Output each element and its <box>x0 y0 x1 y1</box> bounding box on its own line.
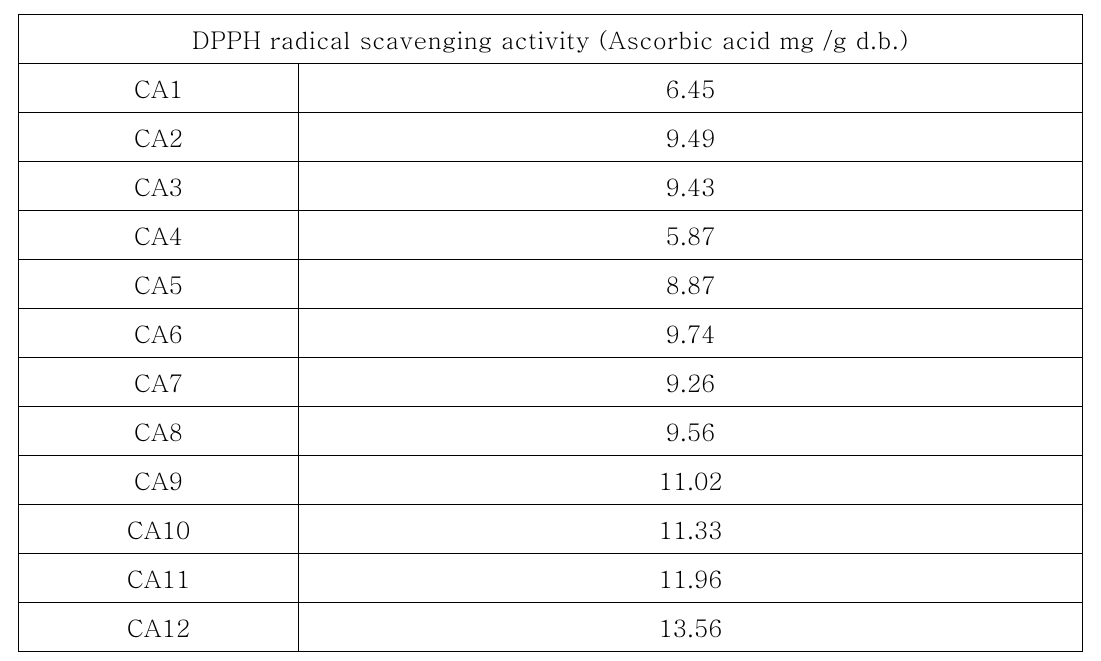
table-row: CA7 9.26 <box>19 358 1083 407</box>
table-row: CA11 11.96 <box>19 554 1083 603</box>
sample-label: CA11 <box>19 554 299 603</box>
sample-value: 9.74 <box>299 309 1083 358</box>
table-body: CA1 6.45 CA2 9.49 CA3 9.43 CA4 5.87 CA5 … <box>19 64 1083 652</box>
table-row: CA4 5.87 <box>19 211 1083 260</box>
sample-value: 11.96 <box>299 554 1083 603</box>
sample-label: CA3 <box>19 162 299 211</box>
sample-value: 11.02 <box>299 456 1083 505</box>
sample-label: CA7 <box>19 358 299 407</box>
dpph-activity-table: DPPH radical scavenging activity (Ascorb… <box>18 14 1083 652</box>
sample-label: CA2 <box>19 113 299 162</box>
sample-label: CA1 <box>19 64 299 113</box>
table-row: CA5 8.87 <box>19 260 1083 309</box>
sample-label: CA8 <box>19 407 299 456</box>
sample-value: 9.49 <box>299 113 1083 162</box>
table-header: DPPH radical scavenging activity (Ascorb… <box>19 15 1083 64</box>
sample-value: 8.87 <box>299 260 1083 309</box>
sample-label: CA6 <box>19 309 299 358</box>
sample-value: 13.56 <box>299 603 1083 652</box>
sample-value: 5.87 <box>299 211 1083 260</box>
table-row: CA8 9.56 <box>19 407 1083 456</box>
sample-label: CA9 <box>19 456 299 505</box>
sample-value: 6.45 <box>299 64 1083 113</box>
table-row: CA6 9.74 <box>19 309 1083 358</box>
table-row: CA3 9.43 <box>19 162 1083 211</box>
sample-value: 9.43 <box>299 162 1083 211</box>
sample-label: CA5 <box>19 260 299 309</box>
sample-value: 9.56 <box>299 407 1083 456</box>
sample-label: CA4 <box>19 211 299 260</box>
sample-value: 9.26 <box>299 358 1083 407</box>
table-row: CA1 6.45 <box>19 64 1083 113</box>
table-row: CA2 9.49 <box>19 113 1083 162</box>
table-header-row: DPPH radical scavenging activity (Ascorb… <box>19 15 1083 64</box>
sample-label: CA12 <box>19 603 299 652</box>
table-row: CA9 11.02 <box>19 456 1083 505</box>
sample-label: CA10 <box>19 505 299 554</box>
table-row: CA12 13.56 <box>19 603 1083 652</box>
table-row: CA10 11.33 <box>19 505 1083 554</box>
sample-value: 11.33 <box>299 505 1083 554</box>
